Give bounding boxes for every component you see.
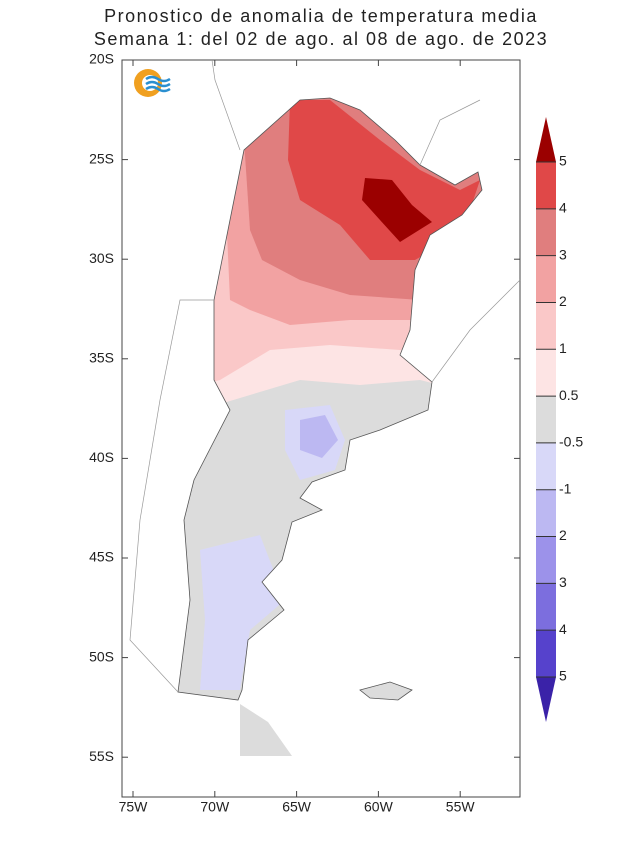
colorbar-label: 4 [559,200,567,216]
colorbar-band [536,208,556,256]
colorbar-band [536,302,556,350]
lat-label: 30S [89,250,114,266]
lat-label: 20S [89,51,114,67]
colorbar-arrow-bottom [536,677,556,722]
lon-label: 55W [446,799,476,815]
lat-label: 55S [89,748,114,764]
lat-label: 40S [89,449,114,465]
colorbar-label: 5 [559,668,567,684]
lat-label: 35S [89,350,114,366]
colorbar-band [536,442,556,490]
colorbar-label: 4 [559,621,567,637]
colorbar-label: 3 [559,574,567,590]
lon-label: 65W [282,799,312,815]
colorbar-arrow-top [536,117,556,162]
lat-label: 25S [89,150,114,166]
colorbar-label: -0.5 [559,434,583,450]
colorbar-label: 0.5 [559,387,579,403]
colorbar-band [536,349,556,397]
colorbar-label: 1 [559,340,567,356]
colorbar-band [536,583,556,631]
logo [134,69,171,97]
lon-label: 60W [364,799,394,815]
colorbar-label: 2 [559,527,567,543]
colorbar-band [536,489,556,537]
lat-label: 50S [89,648,114,664]
colorbar-label: -1 [559,480,572,496]
colorbar-band [536,396,556,443]
colorbar-label: 2 [559,293,567,309]
colorbar-band [536,630,556,677]
colorbar-label: 3 [559,246,567,262]
colorbar-band [536,536,556,584]
lon-label: 75W [119,799,149,815]
country-border [177,97,483,701]
title-line1: Pronostico de anomalia de temperatura me… [104,6,538,26]
colorbar-label: 5 [559,153,567,169]
title-line2: Semana 1: del 02 de ago. al 08 de ago. d… [94,29,548,49]
lon-label: 70W [200,799,230,815]
lat-label: 45S [89,549,114,565]
neighbor-borders [129,59,521,693]
colorbar-band [536,255,556,303]
colorbar-band [536,162,556,209]
islands [359,681,413,701]
